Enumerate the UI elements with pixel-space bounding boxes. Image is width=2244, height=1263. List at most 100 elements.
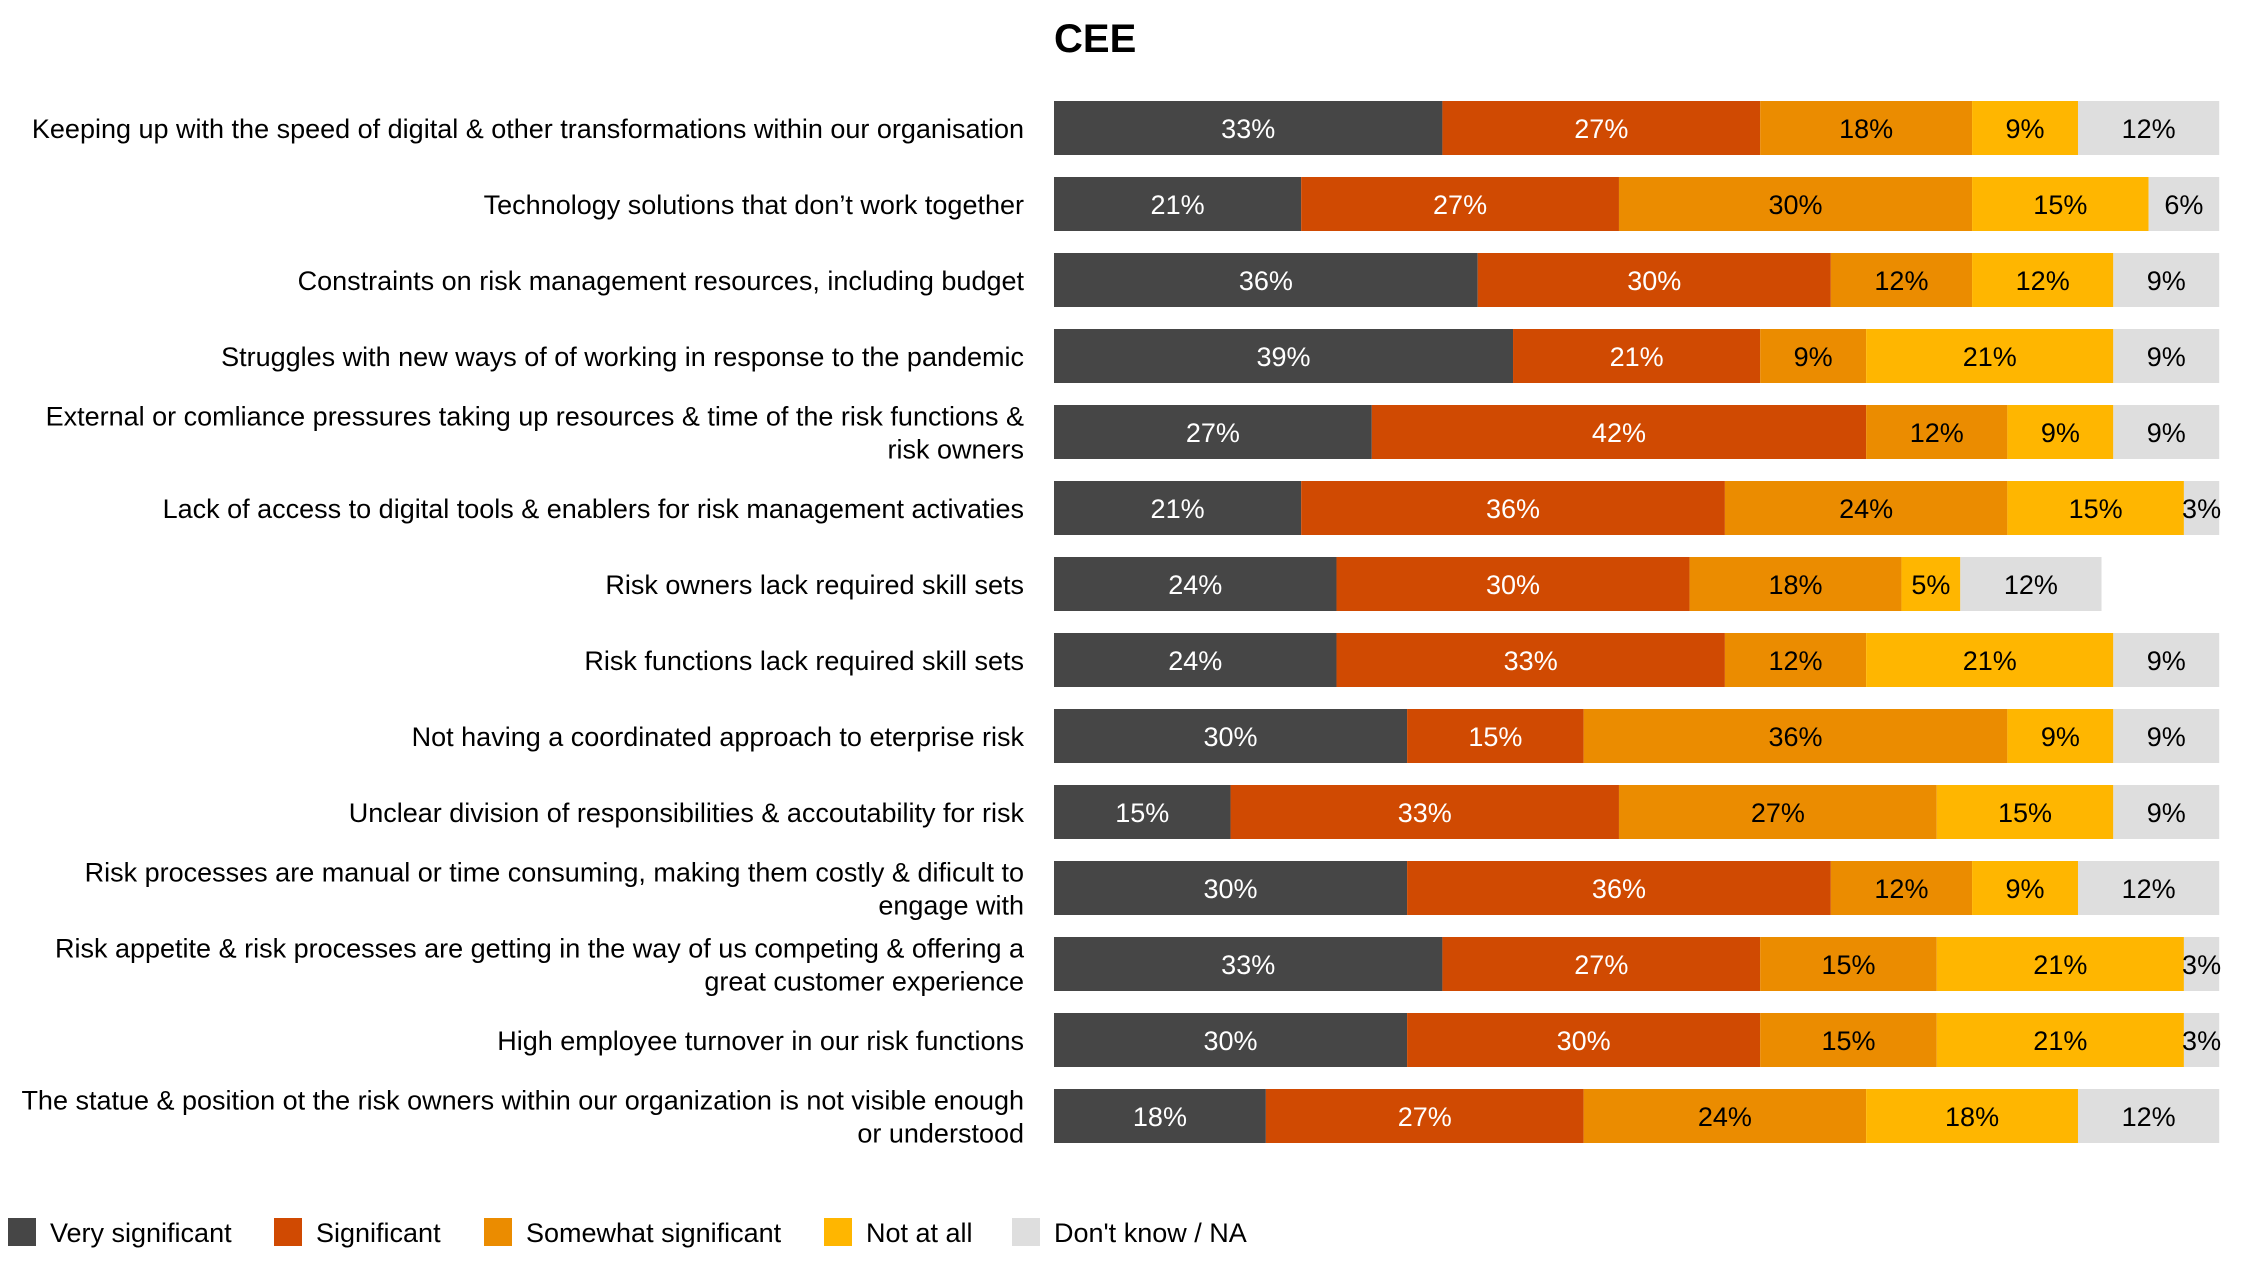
data-label: 27% — [1751, 798, 1805, 828]
bar-segment — [2148, 177, 2220, 231]
bar-segment — [2007, 481, 2184, 535]
bar-segment — [2077, 101, 2220, 155]
category-label: Not having a coordinated approach to ete… — [412, 722, 1025, 752]
data-label: 9% — [1794, 342, 1833, 372]
data-label: 21% — [2033, 950, 2087, 980]
bar-segment — [1618, 785, 1937, 839]
data-label: 21% — [1151, 494, 1205, 524]
category-label: Risk functions lack required skill sets — [584, 646, 1024, 676]
bar-segment — [2183, 937, 2220, 991]
data-label: 33% — [1221, 114, 1275, 144]
bar-row: External or comliance pressures taking u… — [46, 402, 2220, 465]
data-label: 9% — [2006, 114, 2045, 144]
data-label: 9% — [2006, 874, 2045, 904]
bar-segment — [1054, 785, 1231, 839]
bar-row: Unclear division of responsibilities & a… — [349, 785, 2220, 839]
legend-swatch — [8, 1218, 36, 1246]
data-label: 9% — [2147, 646, 2186, 676]
bar-segment — [1054, 405, 1372, 459]
data-label: 15% — [1821, 950, 1875, 980]
category-label: Struggles with new ways of of working in… — [221, 342, 1024, 372]
bar-segment — [1054, 633, 1337, 687]
data-label: 24% — [1168, 646, 1222, 676]
bar-segment — [1866, 329, 2114, 383]
bar-segment — [1513, 329, 1761, 383]
bar-row: Risk owners lack required skill sets 24% 3… — [605, 557, 2102, 611]
bar-segment — [1936, 785, 2114, 839]
legend-swatch — [274, 1218, 302, 1246]
bar-segment — [1054, 557, 1337, 611]
category-label: The statue & position ot the risk owners… — [21, 1086, 1024, 1116]
data-label: 21% — [1151, 190, 1205, 220]
category-label: great customer experience — [704, 967, 1024, 997]
bar-segment — [2113, 329, 2220, 383]
bar-segment — [1689, 557, 1902, 611]
legend-item: Very significant — [8, 1218, 232, 1248]
data-label: 9% — [2041, 418, 2080, 448]
legend-item: Significant — [274, 1218, 441, 1248]
legend-swatch — [1012, 1218, 1040, 1246]
bar-segment — [1442, 101, 1761, 155]
bar-row: Technology solutions that don’t work tog… — [484, 177, 2220, 231]
bar-segment — [1054, 177, 1302, 231]
data-label: 12% — [1910, 418, 1964, 448]
data-label: 9% — [2147, 418, 2186, 448]
data-label: 18% — [1945, 1102, 1999, 1132]
data-label: 36% — [1592, 874, 1646, 904]
data-label: 12% — [1874, 874, 1928, 904]
data-label: 36% — [1768, 722, 1822, 752]
data-label: 15% — [1821, 1026, 1875, 1056]
bar-segment — [1054, 937, 1443, 991]
data-label: 12% — [2004, 570, 2058, 600]
data-label: 24% — [1839, 494, 1893, 524]
bar-row: Risk functions lack required skill sets 2… — [584, 633, 2220, 687]
data-label: 21% — [1963, 342, 2017, 372]
bar-segment — [1301, 177, 1619, 231]
data-label: 24% — [1698, 1102, 1752, 1132]
data-label: 30% — [1204, 874, 1258, 904]
data-label: 30% — [1204, 1026, 1258, 1056]
bar-segment — [1336, 633, 1725, 687]
chart-title: CEE — [1054, 17, 1136, 61]
bar-segment — [2007, 709, 2114, 763]
data-label: 30% — [1768, 190, 1822, 220]
category-label: engage with — [878, 891, 1024, 921]
data-label: 18% — [1839, 114, 1893, 144]
data-label: 33% — [1398, 798, 1452, 828]
data-label: 42% — [1592, 418, 1646, 448]
bar-segment — [1301, 481, 1725, 535]
bar-row: High employee turnover in our risk funct… — [497, 1013, 2221, 1067]
bar-row: Risk appetite & risk processes are getti… — [55, 934, 2221, 997]
bar-segment — [1054, 253, 1478, 307]
bar-segment — [1336, 557, 1690, 611]
bar-segment — [1830, 253, 1973, 307]
category-label: Risk processes are manual or time consum… — [85, 858, 1024, 888]
category-label: Keeping up with the speed of digital & o… — [32, 114, 1024, 144]
data-label: 18% — [1768, 570, 1822, 600]
data-label: 15% — [2033, 190, 2087, 220]
bar-segment — [1054, 101, 1443, 155]
data-label: 30% — [1486, 570, 1540, 600]
bar-segment — [1724, 481, 2008, 535]
legend: Very significant Significant Somewhat sign… — [8, 1218, 1247, 1248]
bar-segment — [1760, 1013, 1937, 1067]
bar-row: Struggles with new ways of of working in… — [221, 329, 2220, 383]
category-label: Technology solutions that don’t work tog… — [484, 190, 1024, 220]
data-label: 21% — [2033, 1026, 2087, 1056]
data-label: 15% — [2069, 494, 2123, 524]
data-label: 15% — [1998, 798, 2052, 828]
bar-segment — [1972, 253, 2114, 307]
chart-rows: Keeping up with the speed of digital & o… — [21, 101, 2221, 1149]
bar-segment — [1583, 1089, 1867, 1143]
bar-segment — [2183, 1013, 2220, 1067]
bar-segment — [1054, 329, 1514, 383]
data-label: 9% — [2147, 342, 2186, 372]
data-label: 39% — [1256, 342, 1310, 372]
data-label: 9% — [2147, 722, 2186, 752]
data-label: 9% — [2147, 266, 2186, 296]
bar-segment — [1054, 1013, 1408, 1067]
data-label: 27% — [1574, 114, 1628, 144]
data-label: 15% — [1468, 722, 1522, 752]
bar-segment — [1972, 101, 2078, 155]
